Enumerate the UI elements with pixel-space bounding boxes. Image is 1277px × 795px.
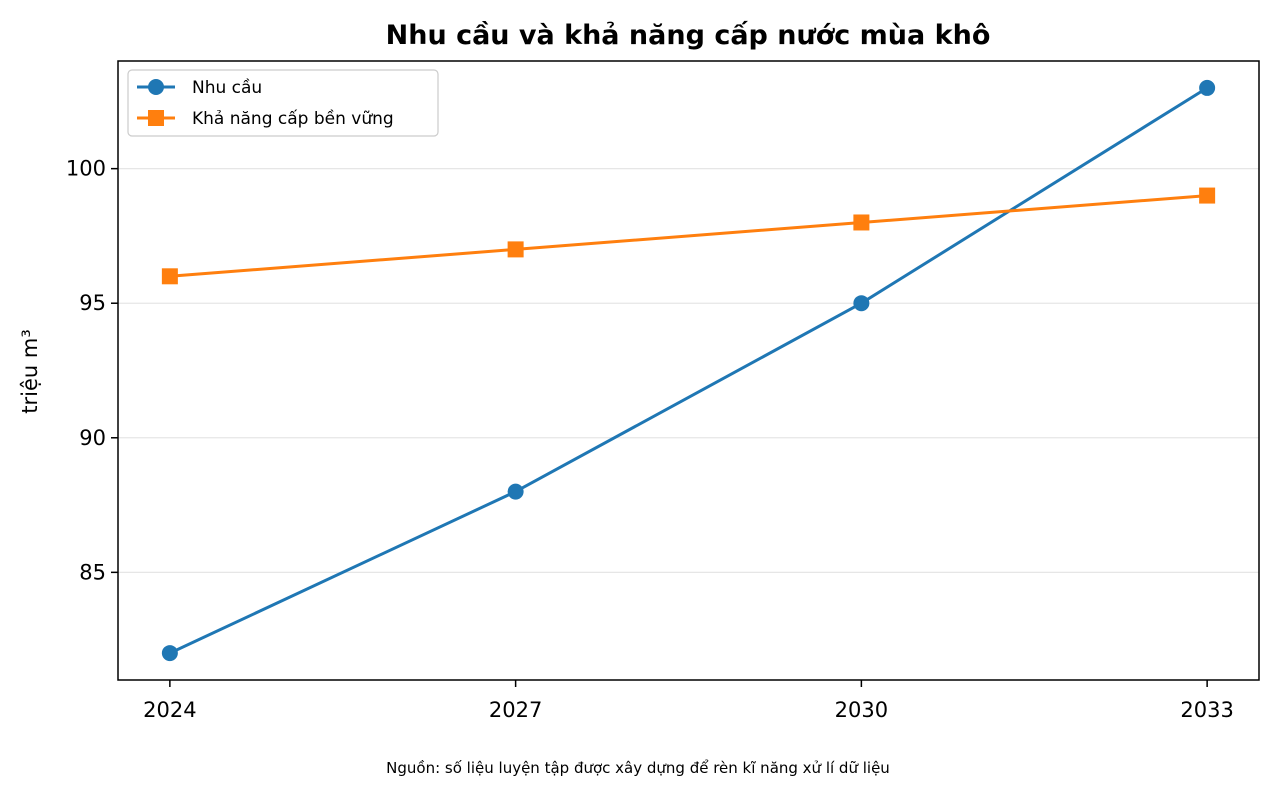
series-line-2 (168, 193, 1209, 278)
x-tick-label: 2024 (143, 698, 196, 722)
y-axis-label: triệu m³ (18, 329, 42, 413)
y-tick-label: 90 (79, 426, 106, 450)
plot-area-frame (117, 60, 1260, 681)
chart-title: Nhu cầu và khả năng cấp nước mùa khô (386, 20, 991, 51)
legend: Nhu cầu Khả năng cấp bền vững (127, 69, 439, 137)
y-tick-label: 95 (79, 291, 106, 315)
x-tick-label: 2030 (835, 698, 888, 722)
data-point (1199, 79, 1216, 96)
data-point (1199, 187, 1216, 204)
data-point (507, 483, 524, 500)
x-axis: 2024 2027 2030 2033 (143, 680, 1234, 722)
series-group (161, 79, 1216, 662)
legend-label-1: Nhu cầu (192, 77, 262, 98)
y-tick-label: 85 (79, 560, 106, 584)
y-tick-label: 100 (66, 157, 106, 181)
data-point (853, 214, 870, 231)
legend-box (127, 69, 439, 137)
x-tick-label: 2027 (489, 698, 542, 722)
legend-label-2: Khả năng cấp bền vững (192, 108, 394, 129)
source-note: Nguồn: số liệu luyện tập được xây dựng đ… (386, 759, 890, 777)
legend-marker-1 (148, 79, 164, 95)
data-point (853, 295, 870, 312)
x-tick-label: 2033 (1180, 698, 1233, 722)
series-line-1 (167, 85, 1210, 656)
y-axis: 85 90 95 100 (66, 157, 118, 584)
gridlines (118, 168, 1259, 573)
data-point (161, 268, 178, 285)
legend-marker-2 (148, 110, 164, 126)
data-point (161, 645, 178, 662)
data-point (507, 241, 524, 258)
